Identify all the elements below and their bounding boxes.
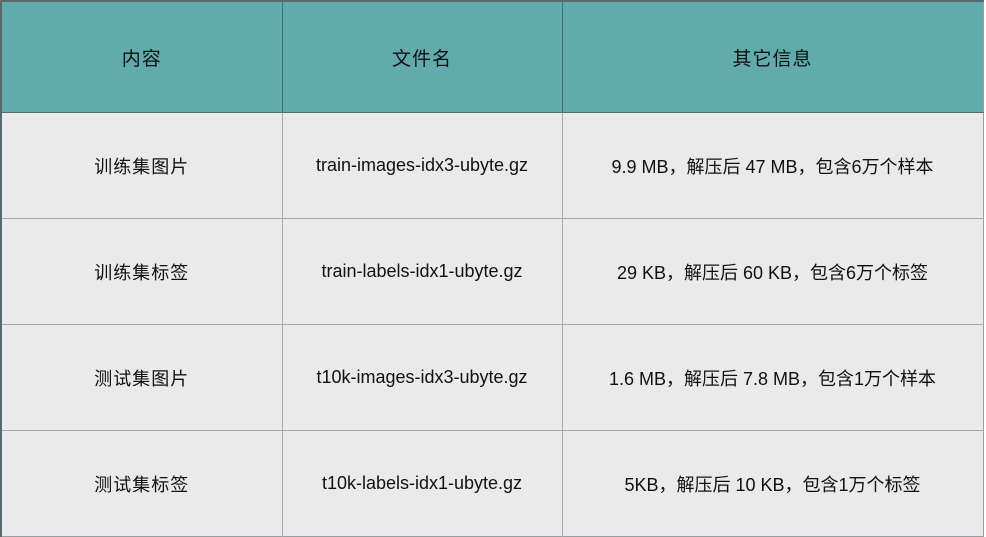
column-header-filename: 文件名 xyxy=(282,1,563,113)
column-header-content: 内容 xyxy=(1,1,283,113)
cell-info: 9.9 MB，解压后 47 MB，包含6万个样本 xyxy=(562,112,983,219)
cell-filename: train-labels-idx1-ubyte.gz xyxy=(282,218,563,325)
cell-content: 测试集图片 xyxy=(1,324,283,431)
cell-info: 5KB，解压后 10 KB，包含1万个标签 xyxy=(562,430,983,537)
column-header-info: 其它信息 xyxy=(562,1,983,113)
table-body: 训练集图片 train-images-idx3-ubyte.gz 9.9 MB，… xyxy=(1,112,983,537)
cell-content: 测试集标签 xyxy=(1,430,283,537)
cell-filename: t10k-images-idx3-ubyte.gz xyxy=(282,324,563,431)
cell-filename: train-images-idx3-ubyte.gz xyxy=(282,112,563,219)
cell-info: 29 KB，解压后 60 KB，包含6万个标签 xyxy=(562,218,983,325)
cell-filename: t10k-labels-idx1-ubyte.gz xyxy=(282,430,563,537)
table-row: 测试集标签 t10k-labels-idx1-ubyte.gz 5KB，解压后 … xyxy=(1,430,983,537)
table-header-row: 内容 文件名 其它信息 xyxy=(1,1,983,113)
table-header: 内容 文件名 其它信息 xyxy=(1,1,983,113)
table-row: 训练集标签 train-labels-idx1-ubyte.gz 29 KB，解… xyxy=(1,218,983,325)
cell-content: 训练集标签 xyxy=(1,218,283,325)
table-row: 测试集图片 t10k-images-idx3-ubyte.gz 1.6 MB，解… xyxy=(1,324,983,431)
cell-info: 1.6 MB，解压后 7.8 MB，包含1万个样本 xyxy=(562,324,983,431)
cell-content: 训练集图片 xyxy=(1,112,283,219)
table-row: 训练集图片 train-images-idx3-ubyte.gz 9.9 MB，… xyxy=(1,112,983,219)
